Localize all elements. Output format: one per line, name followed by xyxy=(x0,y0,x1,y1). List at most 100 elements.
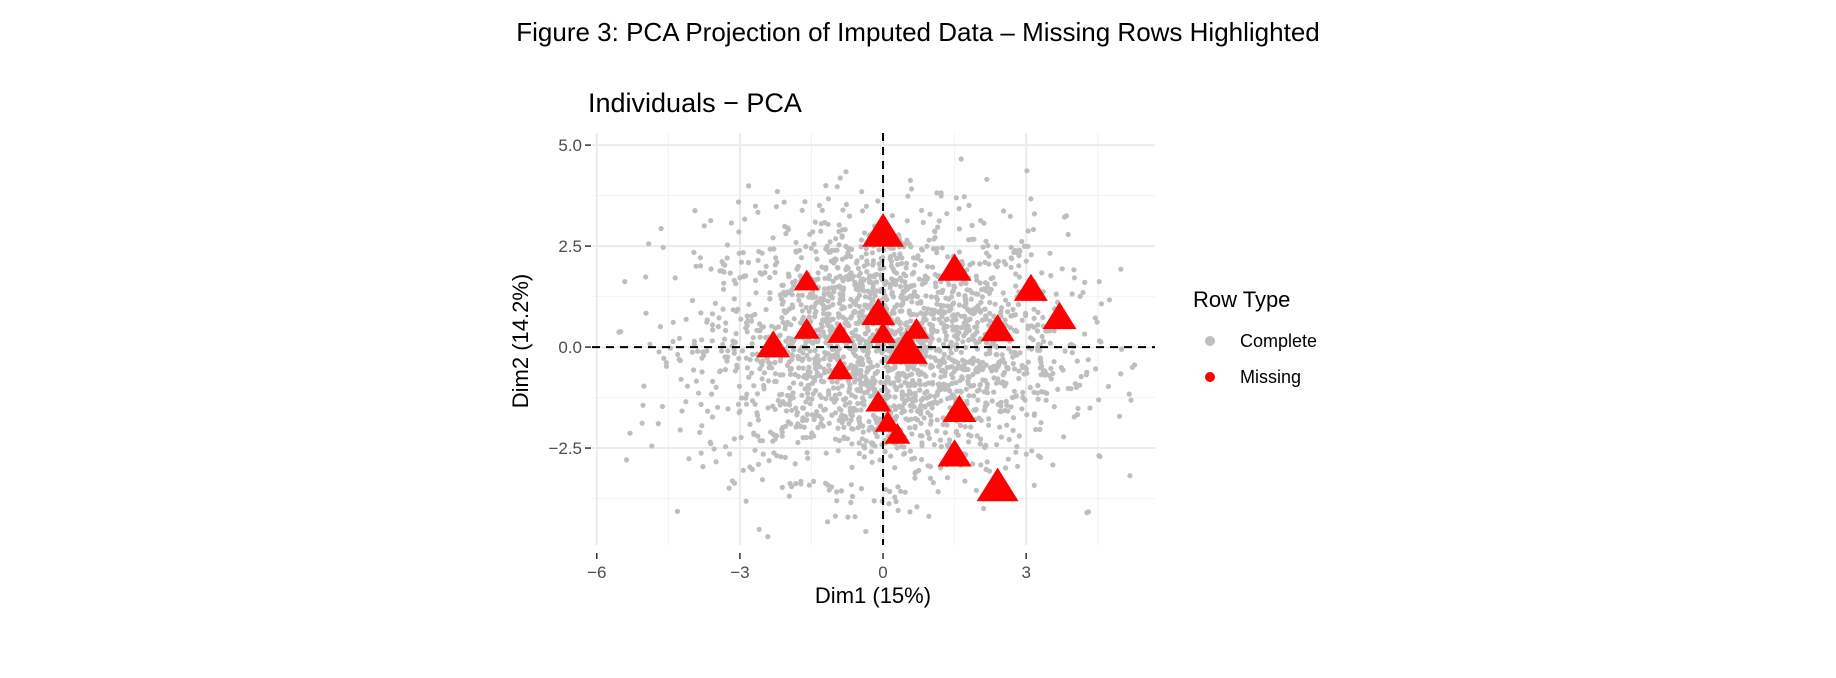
complete-point xyxy=(657,324,664,330)
complete-point xyxy=(661,355,667,361)
complete-point xyxy=(934,296,941,303)
complete-point xyxy=(755,209,761,215)
complete-point xyxy=(870,380,877,386)
complete-point xyxy=(739,395,745,401)
complete-point xyxy=(863,339,869,345)
complete-point xyxy=(994,352,1000,358)
complete-point xyxy=(888,245,894,251)
complete-point xyxy=(934,400,940,406)
legend-complete-label: Complete xyxy=(1240,331,1317,351)
missing-triangle xyxy=(942,394,977,422)
complete-point xyxy=(845,514,851,520)
complete-point xyxy=(709,311,716,317)
complete-point xyxy=(1029,448,1035,454)
complete-point xyxy=(1035,396,1041,402)
complete-point xyxy=(806,364,812,370)
complete-point xyxy=(783,408,790,414)
complete-point xyxy=(846,421,852,427)
complete-point xyxy=(892,331,898,337)
complete-point xyxy=(876,261,882,267)
complete-point xyxy=(993,367,999,373)
complete-point xyxy=(953,195,959,201)
y-axis-label: Dim2 (14.2%) xyxy=(508,274,533,408)
complete-point xyxy=(1009,256,1015,262)
complete-point xyxy=(1027,384,1033,391)
complete-point xyxy=(717,369,723,375)
complete-point xyxy=(1098,301,1104,307)
complete-point xyxy=(958,156,964,162)
complete-point xyxy=(799,357,805,363)
complete-point xyxy=(757,366,763,372)
complete-point xyxy=(939,245,945,251)
complete-point xyxy=(932,393,938,399)
complete-point xyxy=(897,251,903,257)
complete-point xyxy=(971,393,977,399)
complete-point xyxy=(811,241,817,247)
complete-point xyxy=(991,375,997,381)
complete-point xyxy=(655,421,661,427)
complete-point xyxy=(1047,250,1053,256)
complete-point xyxy=(941,351,947,358)
complete-point xyxy=(759,477,766,483)
complete-point xyxy=(955,311,961,317)
complete-point xyxy=(1039,270,1045,276)
complete-point xyxy=(873,415,879,421)
complete-point xyxy=(916,276,922,282)
complete-point xyxy=(836,406,843,412)
complete-point xyxy=(980,365,986,371)
complete-point xyxy=(1116,413,1123,419)
complete-point xyxy=(649,443,655,449)
x-tick-label: −6 xyxy=(587,563,606,582)
complete-point xyxy=(819,300,825,306)
complete-point xyxy=(910,379,916,385)
complete-point xyxy=(920,277,927,283)
complete-point xyxy=(1050,370,1056,377)
complete-point xyxy=(872,293,878,299)
complete-point xyxy=(962,296,968,302)
complete-point xyxy=(964,398,970,404)
complete-point xyxy=(894,385,900,391)
complete-point xyxy=(908,244,914,250)
complete-point xyxy=(895,262,901,268)
complete-point xyxy=(793,424,799,430)
complete-point xyxy=(701,223,707,229)
complete-point xyxy=(825,322,831,328)
complete-point xyxy=(708,266,714,272)
complete-point xyxy=(691,367,697,373)
complete-point xyxy=(735,306,741,312)
complete-point xyxy=(820,329,826,335)
complete-point xyxy=(837,391,843,397)
complete-point xyxy=(984,381,991,387)
complete-point xyxy=(866,418,872,425)
complete-point xyxy=(1050,462,1056,468)
complete-point xyxy=(1014,352,1020,358)
complete-point xyxy=(942,430,949,436)
complete-point xyxy=(971,337,977,343)
complete-point xyxy=(1062,348,1068,354)
complete-point xyxy=(850,426,856,432)
complete-point xyxy=(972,407,979,413)
complete-point xyxy=(786,493,792,499)
complete-point xyxy=(893,498,899,505)
complete-point xyxy=(825,290,832,296)
complete-point xyxy=(1023,451,1029,457)
complete-point xyxy=(938,444,945,450)
complete-point xyxy=(1031,412,1037,418)
complete-point xyxy=(766,364,772,371)
complete-point xyxy=(675,351,681,358)
complete-point xyxy=(818,296,824,302)
complete-point xyxy=(1013,283,1019,289)
complete-point xyxy=(887,256,893,262)
complete-point xyxy=(695,348,701,354)
complete-point xyxy=(912,393,918,399)
complete-point xyxy=(949,372,955,378)
complete-point xyxy=(865,351,871,357)
complete-point xyxy=(912,470,918,476)
complete-point xyxy=(943,421,949,427)
complete-point xyxy=(790,380,797,386)
complete-point xyxy=(870,262,876,268)
complete-point xyxy=(1024,168,1030,174)
complete-point xyxy=(670,319,676,325)
complete-point xyxy=(810,289,816,295)
complete-point xyxy=(855,400,861,407)
